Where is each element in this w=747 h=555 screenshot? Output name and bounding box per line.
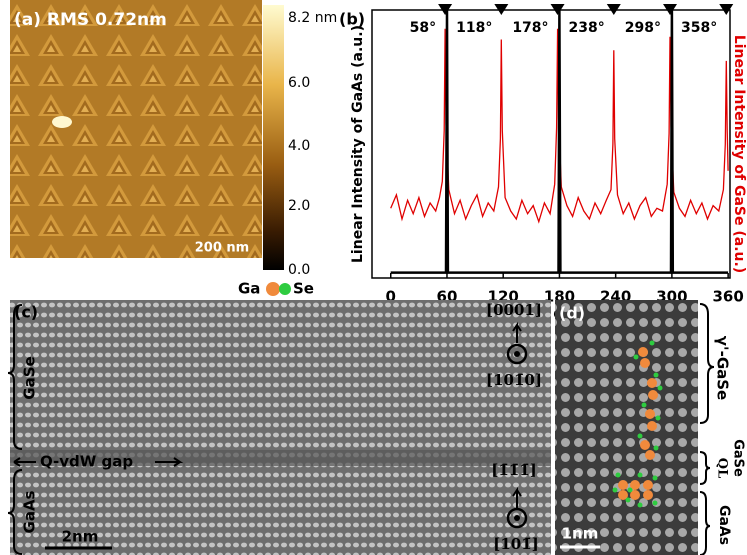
ql-label: QL [715, 458, 730, 478]
brace [700, 304, 714, 423]
panel-d-label: (d) [559, 304, 585, 323]
legend-ga: Ga [238, 280, 260, 298]
y-axis-label: Linear Intensity of GaAs (a.u.) [350, 25, 366, 263]
se-atom [626, 498, 631, 503]
se-atom [650, 341, 655, 346]
out-of-plane-dot [514, 351, 520, 357]
zone-axis: [101̄] [493, 535, 539, 553]
se-atom [634, 355, 639, 360]
se-atom [653, 501, 658, 506]
ga-atom [640, 440, 650, 450]
out-of-plane-dot [514, 515, 520, 521]
ga-atom [638, 347, 648, 357]
ga-atom-icon [266, 282, 280, 296]
peak-label: 118° [456, 20, 492, 36]
se-atom [658, 386, 663, 391]
panel-a-label: (a) RMS 0.72nm [14, 10, 167, 30]
peak-label: 358° [681, 20, 717, 36]
peak-label: 58° [410, 20, 436, 36]
gaas-label: GaAs [716, 505, 732, 545]
se-atom [613, 488, 618, 493]
se-atom [654, 446, 659, 451]
plot-frame [372, 10, 730, 278]
se-atom [616, 473, 621, 478]
se-atom [653, 476, 658, 481]
se-atom-icon [279, 283, 291, 295]
ga-atom [643, 480, 653, 490]
colorbar [263, 5, 284, 270]
tem-image [10, 300, 551, 555]
afm-image [10, 0, 262, 258]
colorbar-tick: 2.0 [288, 198, 310, 214]
colorbar-tick: 8.2 nm [288, 10, 337, 26]
zone-axis: [1̄1̄1̄] [491, 461, 537, 479]
gap-label: Q-vdW gap [40, 453, 133, 471]
ga-atom [648, 390, 658, 400]
tem-image-d [555, 300, 698, 555]
se-atom [642, 403, 647, 408]
se-atom [638, 434, 643, 439]
se-atom [654, 373, 659, 378]
ga-atom [647, 421, 657, 431]
se-atom [638, 503, 643, 508]
brace [700, 492, 710, 555]
colorbar-tick: 4.0 [288, 138, 310, 154]
y2-axis-label: Linear Intensity of GaSe (a.u.) [731, 35, 747, 273]
ga-atom [643, 490, 653, 500]
peak-label: 238° [569, 20, 605, 36]
scale-bar-label: 200 nm [195, 241, 249, 256]
scale-bar-label: 1nm [562, 525, 599, 543]
gaas-label: GaAs [21, 490, 39, 533]
ga-atom [645, 409, 655, 419]
colorbar-tick: 0.0 [288, 262, 310, 278]
zone-axis: [0001] [486, 301, 542, 319]
ga-atom [618, 480, 628, 490]
peak-label: 178° [512, 20, 548, 36]
legend-se: Se [293, 280, 314, 298]
ga-atom [647, 378, 657, 388]
afm-particle [52, 116, 72, 128]
brace [700, 452, 710, 484]
x-tick-label: 360 [712, 288, 743, 306]
zone-axis: [101̄0] [486, 371, 542, 389]
ql-label: GaSe [731, 439, 746, 477]
se-atom [656, 416, 661, 421]
se-atom [628, 488, 633, 493]
figure: (a) RMS 0.72nm 200 nm 8.2 nm 6.0 4.0 2.0… [0, 0, 747, 555]
gase-label: γ'-GaSe [714, 336, 732, 400]
gase-label: GaSe [21, 356, 39, 399]
series-line [391, 10, 728, 273]
peak-label: 298° [625, 20, 661, 36]
colorbar-tick: 6.0 [288, 75, 310, 91]
ga-atom [645, 450, 655, 460]
ga-atom [640, 358, 650, 368]
page: {"panel_a": {"label": "(a) RMS 0.72nm", … [0, 0, 747, 555]
se-atom [638, 473, 643, 478]
scale-bar-label: 2nm [62, 528, 99, 546]
